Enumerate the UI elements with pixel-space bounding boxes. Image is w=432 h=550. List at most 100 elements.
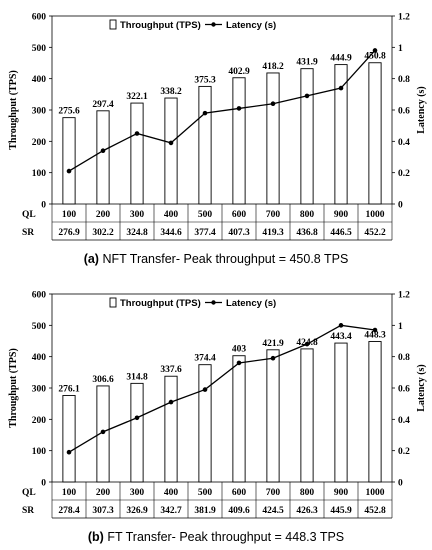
chart-b-table-cell: 600 xyxy=(232,488,247,498)
chart-b-legend-line-marker xyxy=(211,300,216,305)
chart-a-bar xyxy=(130,102,144,205)
chart-a-bar xyxy=(164,97,178,205)
chart-b-ytick-label: 500 xyxy=(32,322,47,332)
chart-a-y2tick-label: 0.2 xyxy=(398,169,410,179)
chart-b-latency-point xyxy=(236,360,242,366)
chart-b-ytick-label: 600 xyxy=(32,291,47,301)
chart-a-bar-data-label: 375.3 xyxy=(194,75,216,85)
chart-b-table-cell: 200 xyxy=(96,488,111,498)
chart-b-table-cell: 800 xyxy=(300,488,315,498)
chart-a-table-cell: 800 xyxy=(300,210,315,220)
chart-a-table-cell: 407.3 xyxy=(228,228,250,238)
chart-a-table-cell: 344.6 xyxy=(160,228,182,238)
chart-a-table-row-label: QL xyxy=(22,210,36,220)
chart-b-bar-data-label: 306.6 xyxy=(92,375,114,385)
chart-a-bar-data-label: 431.9 xyxy=(296,58,318,68)
chart-b-bar xyxy=(368,341,382,483)
chart-a-legend-line-marker xyxy=(211,22,216,27)
chart-a-ytick-label: 100 xyxy=(32,169,47,179)
caption-b: (b) FT Transfer- Peak throughput = 448.3… xyxy=(0,530,432,544)
chart-b-latency-line xyxy=(68,324,376,453)
chart-a-legend-line-label: Latency (s) xyxy=(226,20,276,31)
chart-b-legend-line-label: Latency (s) xyxy=(226,298,276,309)
chart-a-table-cell: 900 xyxy=(334,210,349,220)
chart-a-table-cell: 300 xyxy=(130,210,145,220)
chart-b-ylabel: Throughput (TPS) xyxy=(8,348,19,428)
chart-a-latency-point xyxy=(270,101,276,107)
chart-a-bar xyxy=(62,117,76,205)
chart-b-y2tick-label: 1 xyxy=(398,322,403,332)
chart-a-table-cell: 200 xyxy=(96,210,111,220)
chart-b-y2label: Latency (s) xyxy=(416,364,427,412)
chart-b-ytick-label: 100 xyxy=(32,447,47,457)
chart-a-table-row-label: SR xyxy=(22,228,34,238)
chart-a-y2tick-label: 1.2 xyxy=(398,13,410,23)
chart-a-table-cell: 436.8 xyxy=(296,228,318,238)
chart-b-bar-data-label: 276.1 xyxy=(58,384,80,394)
chart-a-bar xyxy=(198,85,212,205)
chart-a-bar-data-label: 322.1 xyxy=(126,92,148,102)
chart-b-table-cell: 381.9 xyxy=(194,506,216,516)
chart-a-bar xyxy=(368,62,382,205)
chart-b-table-cell: 326.9 xyxy=(126,506,148,516)
chart-a-ytick-label: 600 xyxy=(32,13,47,23)
caption-a: (a) NFT Transfer- Peak throughput = 450.… xyxy=(0,252,432,266)
chart-a-table-cell: 276.9 xyxy=(58,228,80,238)
chart-a-latency-point xyxy=(236,106,242,111)
chart-a-bar-data-label: 444.9 xyxy=(330,54,352,64)
chart-a-table-cell: 700 xyxy=(266,210,281,220)
chart-b-ytick-label: 200 xyxy=(32,416,47,426)
chart-a-table-cell: 377.4 xyxy=(194,228,216,238)
chart-a-ytick-label: 400 xyxy=(32,75,47,85)
chart-b-y2tick-label: 0.8 xyxy=(398,353,410,363)
chart-a-latency-line xyxy=(68,50,376,172)
chart-a-y2tick-label: 0.4 xyxy=(398,138,410,148)
chart-b-latency-point xyxy=(372,327,378,333)
chart-a-latency-point xyxy=(372,48,378,53)
chart-b-latency-point xyxy=(134,415,140,421)
chart-a-y2tick-label: 0.8 xyxy=(398,75,410,85)
chart-b-table-cell: 700 xyxy=(266,488,281,498)
chart-b-table-row-label: QL xyxy=(22,488,36,498)
chart-b-table-cell: 100 xyxy=(62,488,77,498)
caption-b-text: FT Transfer- Peak throughput = 448.3 TPS xyxy=(107,530,345,544)
chart-b-y2tick-label: 0.6 xyxy=(398,385,410,395)
chart-a-bar-data-label: 275.6 xyxy=(58,107,80,117)
chart-b-ytick-label: 0 xyxy=(41,479,46,489)
caption-a-text: NFT Transfer- Peak throughput = 450.8 TP… xyxy=(102,252,349,266)
chart-b-bar xyxy=(232,355,246,483)
chart-b-legend-bar-swatch xyxy=(109,297,117,308)
chart-a-legend-bar-label: Throughput (TPS) xyxy=(120,20,201,31)
chart-a-bar-data-label: 338.2 xyxy=(160,87,182,97)
chart-a-table-cell: 100 xyxy=(62,210,77,220)
chart-b-table-cell: 452.8 xyxy=(364,506,386,516)
chart-a-bar xyxy=(96,110,110,205)
chart-a-table-cell: 419.3 xyxy=(262,228,284,238)
chart-b-latency-point xyxy=(202,387,208,392)
chart-b-table-cell: 900 xyxy=(334,488,349,498)
chart-b-bar xyxy=(334,342,348,483)
chart-a-table-cell: 500 xyxy=(198,210,213,220)
chart-b-latency-point xyxy=(270,355,276,361)
chart-a-bar xyxy=(300,68,314,205)
chart-b-bar-data-label: 448.3 xyxy=(364,331,386,341)
chart-b-bar-data-label: 403 xyxy=(232,345,247,355)
chart-b-legend-bar-label: Throughput (TPS) xyxy=(120,298,201,309)
chart-b-table-cell: 1000 xyxy=(366,488,385,498)
chart-b-bar xyxy=(130,382,144,483)
chart-b-bar-data-label: 314.8 xyxy=(126,372,148,382)
chart-a-latency-point xyxy=(202,110,208,116)
chart-b-bar xyxy=(198,364,212,483)
chart-b-y2tick-label: 1.2 xyxy=(398,291,410,301)
chart-b-latency-point xyxy=(168,399,174,405)
chart-a-table-cell: 302.2 xyxy=(92,228,114,238)
chart-a-table-cell: 400 xyxy=(164,210,179,220)
chart-b-ft-transfer: 0 100 200 300 400 500 600 0 0.2 0.4 0.6 0.8 1 1.2 Thro… xyxy=(8,291,427,519)
chart-b-table-cell: 426.3 xyxy=(296,506,318,516)
chart-b-ytick-label: 400 xyxy=(32,353,47,363)
chart-b-table-cell: 307.3 xyxy=(92,506,114,516)
chart-a-ytick-label: 200 xyxy=(32,138,47,148)
chart-b-latency-point xyxy=(338,323,344,328)
chart-a-legend-bar-swatch xyxy=(109,19,117,30)
chart-b-table-cell: 424.5 xyxy=(262,506,284,516)
